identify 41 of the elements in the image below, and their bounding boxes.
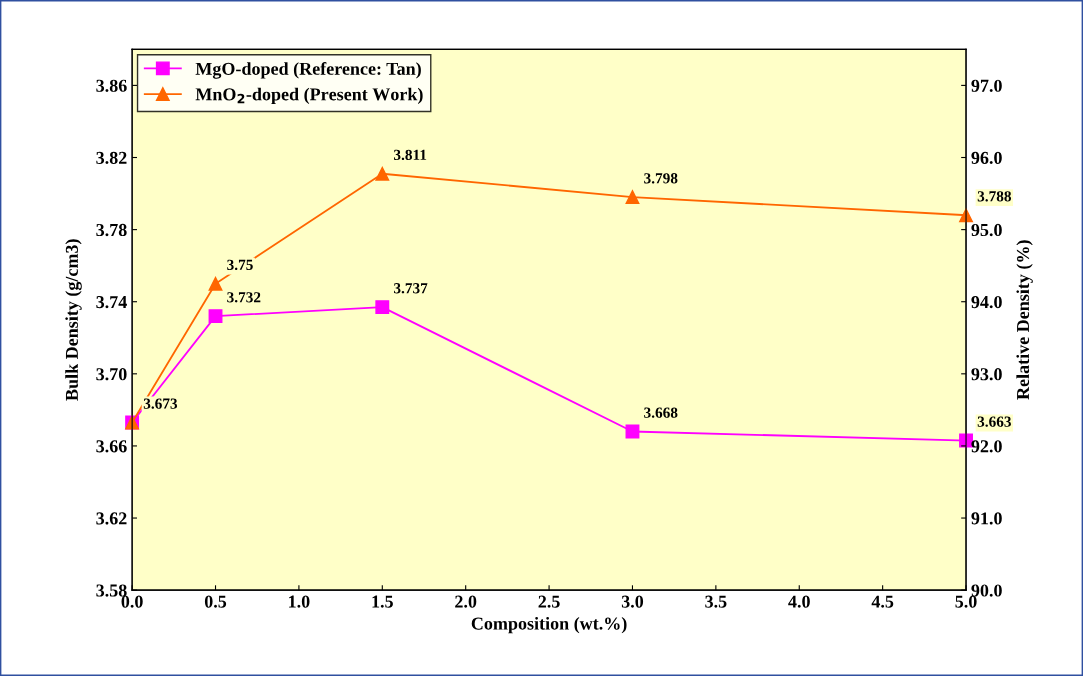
data-label: 3.663 xyxy=(977,416,1011,427)
data-label: 3.673 xyxy=(143,398,178,409)
y2-tick-label: 96.0 xyxy=(971,151,1002,165)
y2-tick-label: 95.0 xyxy=(971,223,1002,237)
data-label: 3.811 xyxy=(393,149,427,161)
y2-tick-label: 91.0 xyxy=(971,512,1002,525)
x-tick-label: 3.5 xyxy=(705,595,727,608)
x-tick-label: 1.0 xyxy=(289,595,310,608)
y-tick-label: 3.82 xyxy=(96,151,127,165)
x-tick-label: 2.0 xyxy=(455,595,477,608)
y-axis-title: Bulk Density (g/cm3) xyxy=(65,239,82,401)
data-label: 3.668 xyxy=(644,407,678,418)
y-tick-label: 3.66 xyxy=(96,440,127,453)
data-label: 3.798 xyxy=(644,173,678,184)
x-tick-label: 5.0 xyxy=(955,595,977,608)
x-tick-label: 2.5 xyxy=(538,595,560,608)
y2-tick-label: 94.0 xyxy=(971,295,1002,309)
data-label: 3.737 xyxy=(393,283,428,294)
y2-tick-label: 97.0 xyxy=(971,79,1002,92)
legend-label: MnO$_{2}$-doped (Present Work) xyxy=(195,87,423,105)
x-tick-label: 1.5 xyxy=(372,595,393,608)
y-tick-label: 3.74 xyxy=(96,296,127,309)
data-label: 3.788 xyxy=(977,191,1012,202)
x-tick-label: 3.0 xyxy=(621,595,644,608)
x-tick-label: 0.5 xyxy=(204,595,227,608)
x-tick-label: 0.0 xyxy=(121,595,143,608)
x-tick-label: 4.5 xyxy=(871,595,894,608)
y-tick-label: 3.78 xyxy=(96,223,127,237)
y-tick-label: 3.70 xyxy=(96,368,127,381)
y2-tick-label: 90.0 xyxy=(971,584,1002,597)
legend-label: MgO-doped (Reference: Tan) xyxy=(195,61,421,79)
y-tick-label: 3.58 xyxy=(96,584,127,597)
y-tick-label: 3.86 xyxy=(96,79,127,92)
data-label: 3.732 xyxy=(227,292,261,303)
y2-tick-label: 93.0 xyxy=(971,368,1002,381)
data-label: 3.75 xyxy=(227,259,253,271)
y2-tick-label: 92.0 xyxy=(971,440,1002,453)
y2-axis-title: Relative Density (%) xyxy=(1016,240,1033,400)
x-axis-title: Composition (wt.%) xyxy=(471,616,627,634)
x-tick-label: 4.0 xyxy=(788,595,810,608)
y-tick-label: 3.62 xyxy=(96,512,127,525)
